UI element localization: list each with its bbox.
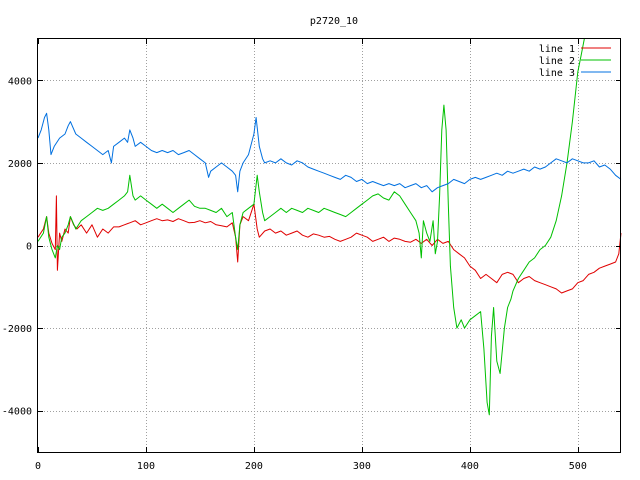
grid: [38, 39, 621, 452]
y-tick-label: -4000: [2, 407, 32, 418]
chart-title: p2720_10: [310, 16, 358, 27]
plot-series: [37, 38, 622, 416]
series-line-2: [37, 38, 585, 416]
y-tick-label: 2000: [8, 159, 32, 170]
y-tick-label: 0: [26, 242, 32, 253]
series-line-1: [37, 195, 622, 294]
axis-ticks: 0 100 200 300 400 500 -4000 -2000 0 2000 4000: [2, 39, 621, 472]
legend-label: line 2: [539, 56, 575, 67]
legend-label: line 1: [539, 44, 575, 55]
x-tick-label: 400: [461, 461, 479, 472]
series-line-3: [37, 112, 622, 193]
y-tick-label: 4000: [8, 76, 32, 87]
x-tick-label: 0: [35, 461, 41, 472]
x-tick-label: 100: [137, 461, 155, 472]
y-tick-label: -2000: [2, 324, 32, 335]
plot-frame: [37, 38, 621, 453]
x-tick-label: 300: [353, 461, 371, 472]
x-tick-label: 200: [245, 461, 263, 472]
legend-label: line 3: [539, 68, 575, 79]
x-tick-label: 500: [569, 461, 587, 472]
